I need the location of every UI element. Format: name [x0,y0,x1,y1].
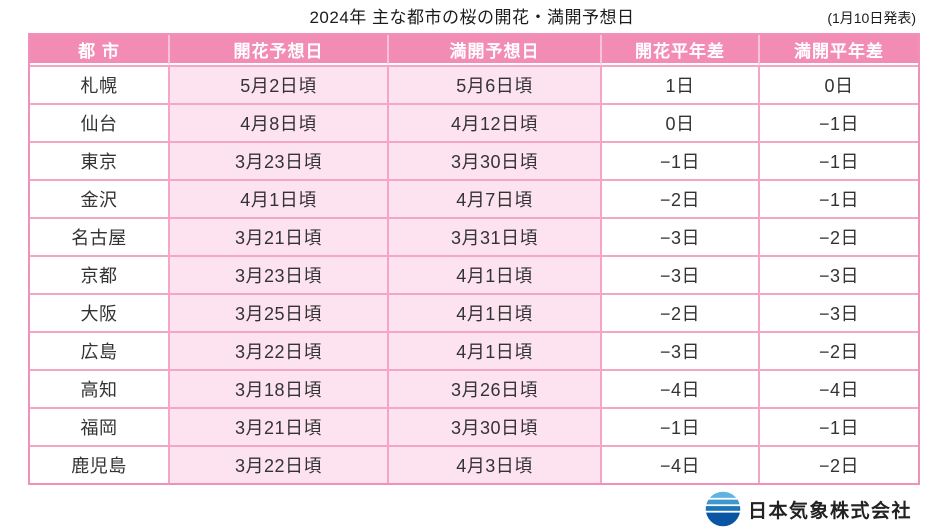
mankai-diff-cell: 0日 [760,65,918,105]
city-cell: 金沢 [30,181,170,219]
mankai-date-cell: 5月6日頃 [389,65,602,105]
col-header-kaika-diff: 開花平年差 [602,35,760,65]
table-row: 札幌 5月2日頃 5月6日頃 1日 0日 [30,65,918,105]
kaika-diff-cell: 0日 [602,105,760,143]
kaika-date-cell: 3月25日頃 [170,295,389,333]
kaika-date-cell: 3月21日頃 [170,219,389,257]
mankai-date-cell: 4月1日頃 [389,295,602,333]
table-row: 東京 3月23日頃 3月30日頃 −1日 −1日 [30,143,918,181]
kaika-date-cell: 3月22日頃 [170,447,389,483]
kaika-diff-cell: −4日 [602,371,760,409]
mankai-diff-cell: −3日 [760,295,918,333]
mankai-diff-cell: −1日 [760,143,918,181]
city-cell: 東京 [30,143,170,181]
table-row: 大阪 3月25日頃 4月1日頃 −2日 −3日 [30,295,918,333]
mankai-date-cell: 3月26日頃 [389,371,602,409]
col-header-mankai-diff: 満開平年差 [760,35,918,65]
kaika-diff-cell: −4日 [602,447,760,483]
mankai-date-cell: 4月1日頃 [389,257,602,295]
kaika-diff-cell: −2日 [602,295,760,333]
city-cell: 札幌 [30,65,170,105]
mankai-date-cell: 3月30日頃 [389,143,602,181]
kaika-date-cell: 3月23日頃 [170,143,389,181]
mankai-date-cell: 4月7日頃 [389,181,602,219]
city-cell: 福岡 [30,409,170,447]
kaika-date-cell: 3月21日頃 [170,409,389,447]
forecast-table: 都 市 開花予想日 満開予想日 開花平年差 満開平年差 札幌 5月2日頃 5月6… [28,33,920,485]
footer-logo: 日本気象株式会社 [705,491,912,527]
kaika-diff-cell: −1日 [602,409,760,447]
col-header-mankai-date: 満開予想日 [389,35,602,65]
kaika-diff-cell: −3日 [602,333,760,371]
city-cell: 大阪 [30,295,170,333]
table-row: 高知 3月18日頃 3月26日頃 −4日 −4日 [30,371,918,409]
mankai-diff-cell: −4日 [760,371,918,409]
col-header-kaika-date: 開花予想日 [170,35,389,65]
city-cell: 京都 [30,257,170,295]
kaika-diff-cell: −3日 [602,257,760,295]
kaika-diff-cell: 1日 [602,65,760,105]
table-row: 鹿児島 3月22日頃 4月3日頃 −4日 −2日 [30,447,918,483]
kaika-date-cell: 4月8日頃 [170,105,389,143]
mankai-date-cell: 3月31日頃 [389,219,602,257]
company-name: 日本気象株式会社 [747,500,912,522]
kaika-diff-cell: −3日 [602,219,760,257]
city-cell: 名古屋 [30,219,170,257]
mankai-date-cell: 4月3日頃 [389,447,602,483]
title-bar: 2024年 主な都市の桜の開花・満開予想日 (1月10日発表) [28,5,916,31]
table-row: 広島 3月22日頃 4月1日頃 −3日 −2日 [30,333,918,371]
city-cell: 広島 [30,333,170,371]
mankai-date-cell: 3月30日頃 [389,409,602,447]
city-cell: 高知 [30,371,170,409]
mankai-diff-cell: −1日 [760,181,918,219]
table-body: 札幌 5月2日頃 5月6日頃 1日 0日 仙台 4月8日頃 4月12日頃 0日 … [30,65,918,483]
mankai-diff-cell: −1日 [760,409,918,447]
table-row: 福岡 3月21日頃 3月30日頃 −1日 −1日 [30,409,918,447]
table-row: 仙台 4月8日頃 4月12日頃 0日 −1日 [30,105,918,143]
city-cell: 仙台 [30,105,170,143]
mankai-diff-cell: −2日 [760,219,918,257]
kaika-date-cell: 3月18日頃 [170,371,389,409]
kaika-date-cell: 3月22日頃 [170,333,389,371]
announcement-date: (1月10日発表) [827,10,916,26]
table-row: 名古屋 3月21日頃 3月31日頃 −3日 −2日 [30,219,918,257]
mankai-diff-cell: −3日 [760,257,918,295]
kaika-date-cell: 4月1日頃 [170,181,389,219]
kaika-date-cell: 5月2日頃 [170,65,389,105]
header-row: 都 市 開花予想日 満開予想日 開花平年差 満開平年差 [30,35,918,65]
mankai-diff-cell: −2日 [760,333,918,371]
kaika-diff-cell: −2日 [602,181,760,219]
table-row: 金沢 4月1日頃 4月7日頃 −2日 −1日 [30,181,918,219]
mankai-date-cell: 4月1日頃 [389,333,602,371]
mankai-diff-cell: −2日 [760,447,918,483]
kaika-date-cell: 3月23日頃 [170,257,389,295]
page-title: 2024年 主な都市の桜の開花・満開予想日 [309,8,635,27]
col-header-city: 都 市 [30,35,170,65]
mankai-diff-cell: −1日 [760,105,918,143]
mankai-date-cell: 4月12日頃 [389,105,602,143]
city-cell: 鹿児島 [30,447,170,483]
table-row: 京都 3月23日頃 4月1日頃 −3日 −3日 [30,257,918,295]
kaika-diff-cell: −1日 [602,143,760,181]
striped-globe-icon [705,491,741,527]
